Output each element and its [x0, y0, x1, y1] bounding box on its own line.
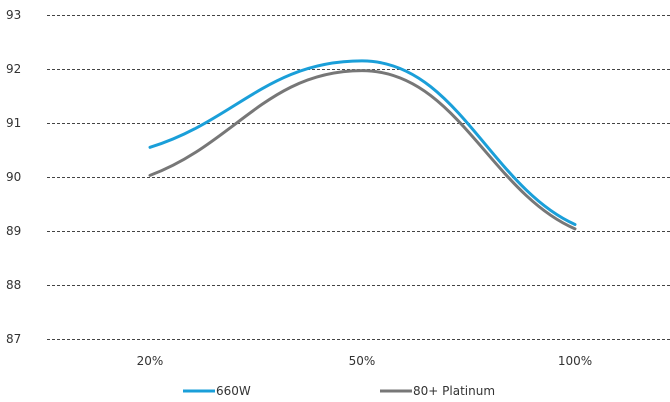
y-tick-label: 92: [6, 62, 21, 76]
legend-label: 660W: [216, 384, 251, 398]
y-tick-label: 93: [6, 8, 21, 22]
x-tick-label: 20%: [137, 354, 164, 368]
x-tick-label: 50%: [349, 354, 376, 368]
y-tick-label: 87: [6, 332, 21, 346]
series-line-660w: [148, 59, 577, 227]
legend-label: 80+ Platinum: [413, 384, 495, 398]
x-axis-ticks: 20% 50% 100%: [137, 354, 592, 368]
y-tick-label: 88: [6, 278, 21, 292]
y-tick-label: 91: [6, 116, 21, 130]
x-tick-label: 100%: [558, 354, 592, 368]
gridlines: [47, 15, 670, 340]
y-tick-label: 90: [6, 170, 21, 184]
series-line-80-plus-platinum: [148, 69, 577, 231]
y-tick-label: 89: [6, 224, 21, 238]
series-lines: [148, 59, 577, 231]
y-axis-ticks: 93 92 91 90 89 88 87: [6, 8, 21, 346]
legend: 660W 80+ Platinum: [183, 384, 495, 398]
